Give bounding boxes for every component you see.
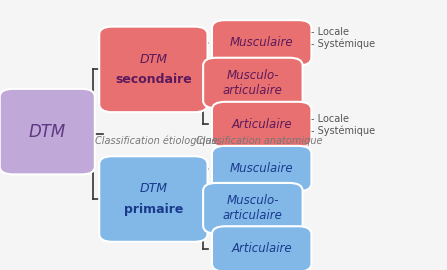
- Text: Musculo-
articulaire: Musculo- articulaire: [223, 69, 283, 97]
- FancyBboxPatch shape: [203, 58, 303, 108]
- Text: primaire: primaire: [124, 203, 183, 216]
- Text: Musculaire: Musculaire: [230, 162, 294, 175]
- Text: Classification étiologique: Classification étiologique: [95, 136, 217, 146]
- FancyBboxPatch shape: [203, 183, 303, 234]
- FancyBboxPatch shape: [212, 226, 312, 270]
- Text: - Locale
- Systémique: - Locale - Systémique: [312, 27, 375, 49]
- Text: DTM: DTM: [29, 123, 66, 141]
- FancyBboxPatch shape: [212, 146, 312, 191]
- Text: - Locale
- Systémique: - Locale - Systémique: [312, 114, 375, 136]
- FancyBboxPatch shape: [99, 27, 207, 112]
- Text: Classification anatomique: Classification anatomique: [197, 136, 323, 146]
- FancyBboxPatch shape: [212, 20, 312, 66]
- Text: Musculo-
articulaire: Musculo- articulaire: [223, 194, 283, 222]
- FancyBboxPatch shape: [99, 156, 207, 242]
- Text: Articulaire: Articulaire: [232, 242, 292, 255]
- FancyBboxPatch shape: [0, 89, 95, 174]
- Text: Articulaire: Articulaire: [232, 118, 292, 131]
- FancyBboxPatch shape: [212, 102, 312, 147]
- Text: DTM: DTM: [139, 182, 167, 195]
- Text: DTM: DTM: [139, 53, 167, 66]
- Text: Musculaire: Musculaire: [230, 36, 294, 49]
- Text: secondaire: secondaire: [115, 73, 192, 86]
